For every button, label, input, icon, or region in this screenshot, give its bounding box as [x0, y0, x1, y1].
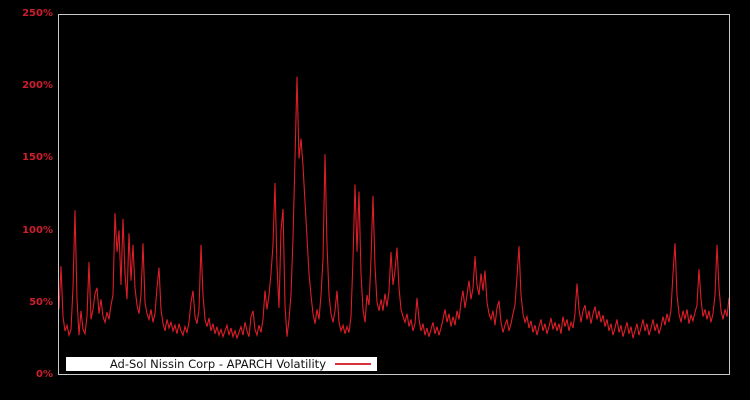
legend-line-sample-icon	[335, 363, 371, 365]
y-axis: 0% 50% 100% 150% 200% 250%	[0, 0, 54, 400]
y-axis-tick-label: 100%	[22, 224, 53, 236]
y-axis-tick-label: 0%	[36, 369, 53, 380]
y-axis-tick-label: 250%	[22, 8, 53, 19]
y-axis-tick-label: 50%	[29, 296, 53, 308]
legend-label: Ad-Sol Nissin Corp - APARCH Volatility	[109, 357, 326, 371]
legend: Ad-Sol Nissin Corp - APARCH Volatility	[66, 357, 377, 371]
volatility-line	[59, 76, 729, 340]
y-axis-tick-label: 150%	[22, 152, 53, 164]
plot-area: Ad-Sol Nissin Corp - APARCH Volatility	[58, 14, 730, 375]
volatility-line-chart	[59, 76, 729, 340]
y-axis-tick-label: 200%	[22, 80, 53, 92]
